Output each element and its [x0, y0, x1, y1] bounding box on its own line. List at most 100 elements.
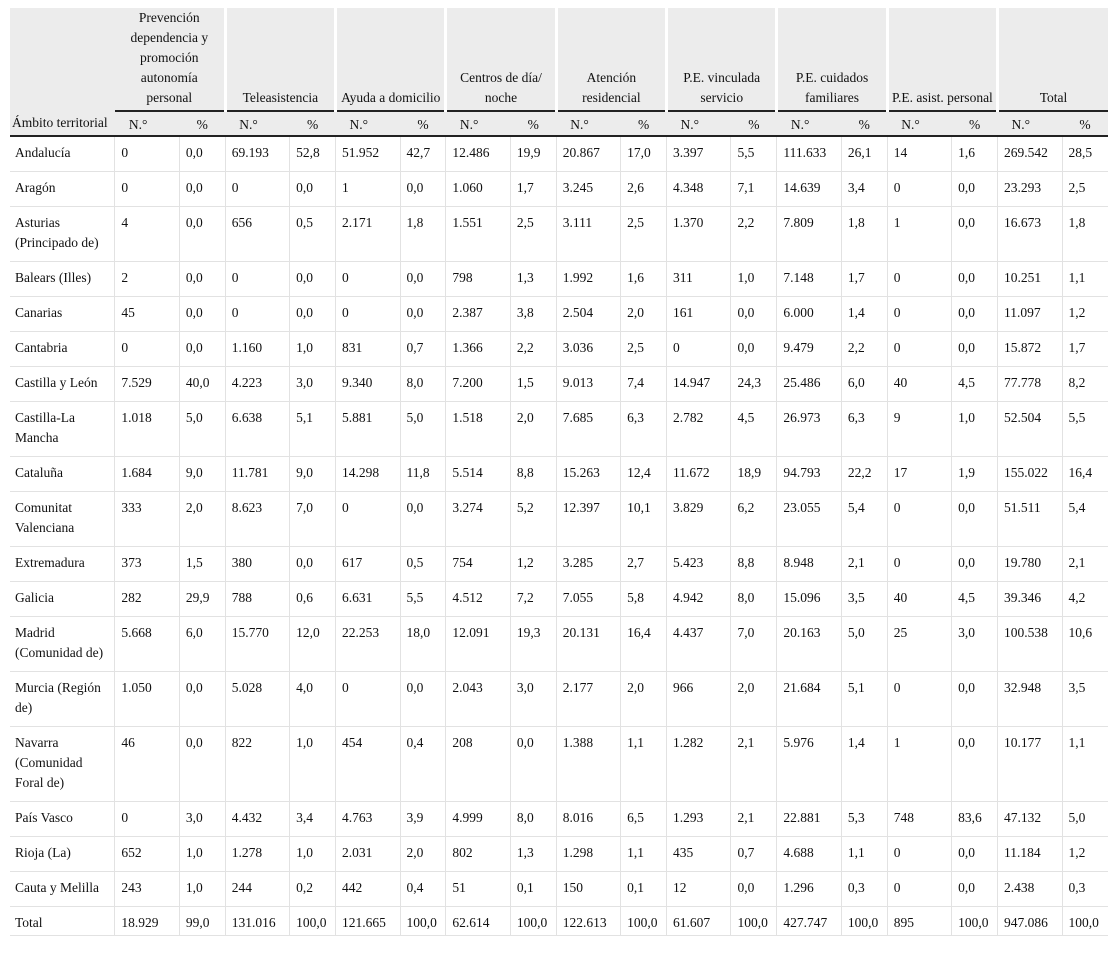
subheader-count: N.° — [556, 111, 621, 137]
percent-cell: 0,0 — [400, 296, 447, 332]
percent-cell: 4,5 — [951, 366, 999, 402]
count-cell: 798 — [445, 261, 511, 297]
percent-cell: 22,2 — [841, 456, 888, 492]
count-cell: 1.298 — [556, 836, 622, 872]
table-row: Cantabria 0 0,0 1.160 1,0 831 0,7 1.366 2,2 3.036… — [10, 331, 1108, 367]
table-row: Balears (Illes) 2 0,0 0 0,0 0 0,0 798 1,3 1.992 1,… — [10, 261, 1108, 297]
percent-cell: 0,0 — [400, 491, 447, 547]
territory-header: Ámbito territorial — [10, 8, 115, 137]
percent-cell: 0,0 — [951, 261, 999, 297]
count-cell: 966 — [666, 671, 732, 727]
subheader-percent: % — [951, 111, 998, 137]
percent-cell: 18,9 — [730, 456, 778, 492]
percent-cell: 5,0 — [400, 401, 447, 457]
percent-cell: 0,0 — [400, 261, 447, 297]
percent-cell: 2,1 — [841, 546, 888, 582]
table-row: Extremadura 373 1,5 380 0,0 617 0,5 754 1,2 3.285… — [10, 546, 1108, 582]
percent-cell: 8,0 — [400, 366, 447, 402]
percent-cell: 100,0 — [951, 906, 999, 936]
percent-cell: 0,0 — [951, 546, 999, 582]
percent-cell: 1,1 — [1062, 261, 1108, 297]
count-cell: 5.881 — [335, 401, 401, 457]
percent-cell: 0,0 — [179, 726, 226, 802]
count-cell: 0 — [225, 171, 291, 207]
table-body: Andalucía 0 0,0 69.193 52,8 51.952 42,7 12.486 1… — [10, 136, 1108, 936]
count-cell: 4.942 — [666, 581, 732, 617]
count-cell: 5.668 — [114, 616, 180, 672]
percent-cell: 0,0 — [289, 171, 337, 207]
total-row: Total 18.929 99,0 131.016 100,0 121.665 100,0 6… — [10, 906, 1108, 936]
percent-cell: 7,0 — [289, 491, 337, 547]
count-cell: 0 — [225, 261, 291, 297]
percent-cell: 7,4 — [620, 366, 668, 402]
percent-cell: 7,2 — [510, 581, 557, 617]
count-cell: 802 — [445, 836, 511, 872]
territory-cell: Cauta y Melilla — [10, 871, 116, 907]
count-cell: 1.992 — [556, 261, 622, 297]
percent-cell: 2,1 — [1062, 546, 1108, 582]
percent-cell: 4,0 — [289, 671, 337, 727]
percent-cell: 5,4 — [841, 491, 888, 547]
percent-cell: 4,5 — [730, 401, 778, 457]
percent-cell: 2,2 — [730, 206, 778, 262]
percent-cell: 0,7 — [400, 331, 447, 367]
count-cell: 2.782 — [666, 401, 732, 457]
subheader-count: N.° — [887, 111, 952, 137]
count-cell: 14.298 — [335, 456, 401, 492]
percent-cell: 5,1 — [289, 401, 337, 457]
count-cell: 2.438 — [997, 871, 1063, 907]
count-cell: 8.623 — [225, 491, 291, 547]
count-cell: 947.086 — [997, 906, 1063, 936]
count-cell: 1.060 — [445, 171, 511, 207]
count-cell: 0 — [887, 331, 953, 367]
count-cell: 427.747 — [776, 906, 842, 936]
percent-cell: 2,0 — [620, 296, 668, 332]
percent-cell: 5,8 — [620, 581, 668, 617]
count-cell: 23.293 — [997, 171, 1063, 207]
count-cell: 12.397 — [556, 491, 622, 547]
percent-cell: 5,3 — [841, 801, 888, 837]
percent-cell: 0,0 — [951, 331, 999, 367]
count-cell: 100.538 — [997, 616, 1063, 672]
count-cell: 7.148 — [776, 261, 842, 297]
count-cell: 0 — [114, 136, 180, 172]
count-cell: 0 — [887, 296, 953, 332]
count-cell: 652 — [114, 836, 180, 872]
percent-cell: 83,6 — [951, 801, 999, 837]
count-cell: 11.672 — [666, 456, 732, 492]
count-cell: 161 — [666, 296, 732, 332]
percent-cell: 0,5 — [400, 546, 447, 582]
count-cell: 1.551 — [445, 206, 511, 262]
group-header: Centros de día/ noche — [445, 8, 558, 112]
territory-cell: Cantabria — [10, 331, 116, 367]
table-row: Comunitat Valenciana 333 2,0 8.623 7,0 0 0,0 3.… — [10, 491, 1108, 547]
subheader-percent: % — [289, 111, 336, 137]
count-cell: 454 — [335, 726, 401, 802]
count-cell: 7.529 — [114, 366, 180, 402]
territory-cell: Navarra (Comunidad Foral de) — [10, 726, 116, 802]
percent-cell: 1,2 — [510, 546, 557, 582]
count-cell: 1.293 — [666, 801, 732, 837]
percent-cell: 1,1 — [620, 726, 668, 802]
territory-cell: Total — [10, 906, 116, 936]
subheader-percent: % — [1062, 111, 1108, 137]
count-cell: 7.685 — [556, 401, 622, 457]
percent-cell: 1,0 — [289, 726, 337, 802]
count-cell: 754 — [445, 546, 511, 582]
count-cell: 3.285 — [556, 546, 622, 582]
count-cell: 17 — [887, 456, 953, 492]
percent-cell: 0,1 — [620, 871, 668, 907]
count-cell: 111.633 — [776, 136, 842, 172]
percent-cell: 40,0 — [179, 366, 226, 402]
count-cell: 9.340 — [335, 366, 401, 402]
percent-cell: 100,0 — [510, 906, 557, 936]
percent-cell: 8,2 — [1062, 366, 1108, 402]
percent-cell: 28,5 — [1062, 136, 1108, 172]
group-header: P.E. vinculada servicio — [666, 8, 779, 112]
data-table: Ámbito territorial Prevención dependenci… — [10, 8, 1108, 936]
percent-cell: 100,0 — [841, 906, 888, 936]
percent-cell: 3,0 — [510, 671, 557, 727]
percent-cell: 8,0 — [730, 581, 778, 617]
percent-cell: 0,0 — [951, 491, 999, 547]
percent-cell: 2,6 — [620, 171, 668, 207]
